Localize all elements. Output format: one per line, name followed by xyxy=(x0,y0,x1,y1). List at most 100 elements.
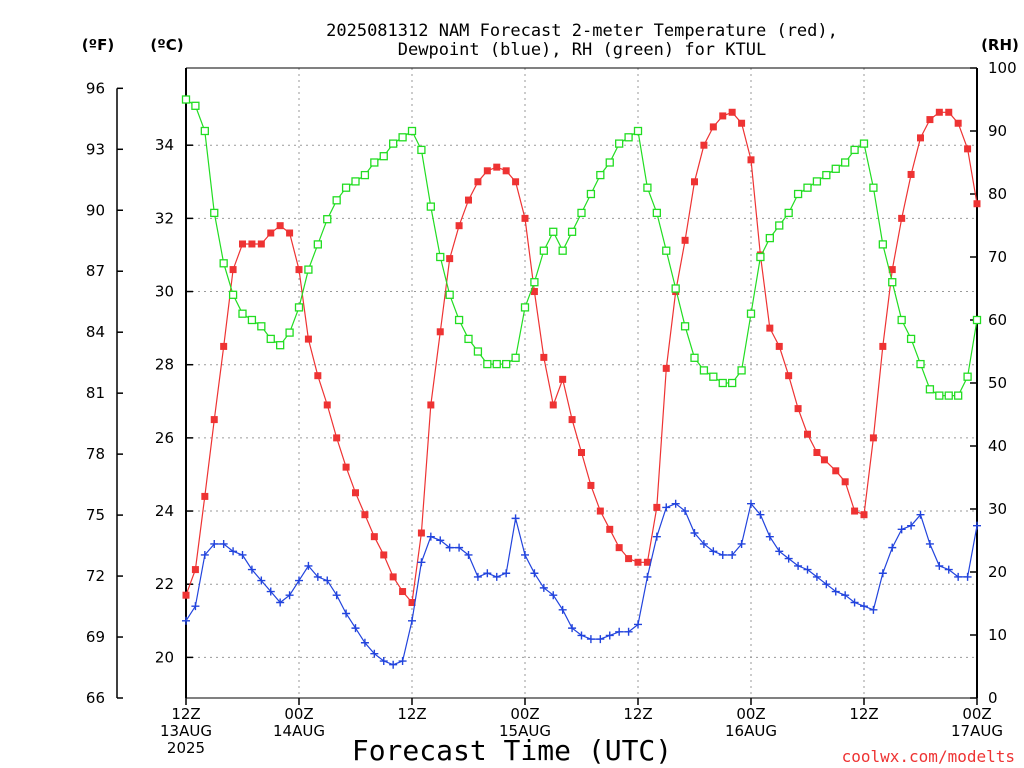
temperature-point xyxy=(361,511,369,519)
temperature-point xyxy=(304,335,312,343)
rh-point xyxy=(332,196,341,205)
temperature-point xyxy=(804,430,811,438)
rh-point xyxy=(445,290,454,299)
temperature-point xyxy=(502,167,510,175)
temperature-point xyxy=(691,178,698,186)
temperature-point xyxy=(455,222,463,230)
temperature-point xyxy=(474,178,482,186)
temperature-point xyxy=(427,401,435,409)
dewpoint-point xyxy=(492,572,501,581)
tick-labels: 66 69 72 75 78 81 84 87 90 93 96 20 22 24 26 28 30 32 34 0 1… xyxy=(86,59,1017,757)
x-tick-label: 14AUG xyxy=(273,722,325,740)
temperature-point xyxy=(352,489,359,497)
temperature-point xyxy=(530,288,538,296)
temperature-point xyxy=(719,112,727,120)
dewpoint-point xyxy=(728,550,737,559)
series-temperature xyxy=(182,108,981,607)
temperature-point xyxy=(625,555,633,563)
rh-tick-label: 100 xyxy=(988,59,1017,77)
dewpoint-point xyxy=(464,550,473,559)
rh-point xyxy=(483,359,492,369)
dewpoint-point xyxy=(530,569,539,578)
x-tick-label: 00Z xyxy=(284,705,313,723)
dewpoint-point xyxy=(285,591,294,600)
rh-point xyxy=(247,315,257,325)
dewpoint-point xyxy=(634,620,642,629)
temperature-point xyxy=(879,342,887,350)
x-tick-label: 12Z xyxy=(849,705,878,723)
x-tick-label: 12Z xyxy=(397,705,426,723)
rh-point xyxy=(407,126,417,136)
dewpoint-point xyxy=(765,532,774,541)
rh-point xyxy=(567,227,577,236)
temperature-point xyxy=(549,401,557,409)
dewpoint-point xyxy=(596,635,605,644)
temperature-point xyxy=(935,108,943,116)
temperature-point xyxy=(220,342,228,350)
rh-point xyxy=(765,233,774,243)
x-tick-label: 13AUG xyxy=(160,722,212,740)
rh-point xyxy=(888,278,897,287)
dewpoint-point xyxy=(313,572,322,581)
chart-title-line-2: Dewpoint (blue), RH (green) for KTUL xyxy=(398,40,766,60)
temperature-point xyxy=(380,551,388,559)
dewpoint-point xyxy=(455,543,464,552)
rh-point xyxy=(633,126,643,136)
rh-point xyxy=(812,177,822,186)
dewpoint-point xyxy=(229,547,238,556)
rh-point xyxy=(615,139,624,148)
rh-point xyxy=(511,353,520,362)
celsius-tick-label: 20 xyxy=(155,648,174,666)
dewpoint-point xyxy=(219,539,228,548)
temperature-point xyxy=(945,108,953,116)
rh-point xyxy=(662,246,671,255)
rh-point xyxy=(605,158,614,167)
rh-point xyxy=(746,309,756,318)
rh-point xyxy=(294,303,304,312)
dewpoint-point xyxy=(841,591,850,600)
dewpoint-point xyxy=(812,572,821,581)
temperature-point xyxy=(540,353,548,361)
rh-point xyxy=(360,170,370,180)
rh-point xyxy=(680,322,690,331)
fahrenheit-tick-label: 87 xyxy=(86,262,105,280)
rh-point xyxy=(379,152,388,161)
temperature-point xyxy=(653,503,661,511)
rh-point xyxy=(539,246,548,255)
rh-point xyxy=(728,378,737,388)
series-dewpoint xyxy=(182,499,981,669)
temperature-point xyxy=(323,401,331,409)
fahrenheit-unit-label: (ºF) xyxy=(82,36,114,54)
rh-point xyxy=(935,391,944,400)
rh-tick-label: 90 xyxy=(988,122,1007,140)
rh-point xyxy=(709,372,718,381)
fahrenheit-tick-label: 81 xyxy=(86,384,105,402)
dewpoint-point xyxy=(794,561,803,570)
rh-point xyxy=(897,315,906,325)
x-tick-label: 2025 xyxy=(167,739,205,757)
rh-point xyxy=(219,259,228,268)
dewpoint-point xyxy=(860,602,868,611)
rh-point xyxy=(803,183,812,192)
x-tick-label: 12Z xyxy=(171,705,200,723)
fahrenheit-tick-label: 72 xyxy=(86,567,105,585)
dewpoint-point xyxy=(426,532,435,541)
rh-point xyxy=(850,145,859,155)
temperature-point xyxy=(596,507,604,515)
dewpoint-point xyxy=(360,638,369,647)
dewpoint-point xyxy=(445,543,454,552)
temperature-point xyxy=(709,123,717,131)
temperature-point xyxy=(587,481,595,489)
x-tick-label: 00Z xyxy=(736,705,765,723)
dewpoint-point xyxy=(878,569,887,578)
rh-tick-label: 0 xyxy=(988,689,998,707)
dewpoint-point xyxy=(238,550,247,559)
temperature-point xyxy=(436,328,444,336)
dewpoint-point xyxy=(558,605,567,614)
dewpoint-point xyxy=(944,565,953,574)
temperature-point xyxy=(820,456,828,464)
rh-point xyxy=(341,183,351,192)
temperature-point xyxy=(888,266,896,274)
